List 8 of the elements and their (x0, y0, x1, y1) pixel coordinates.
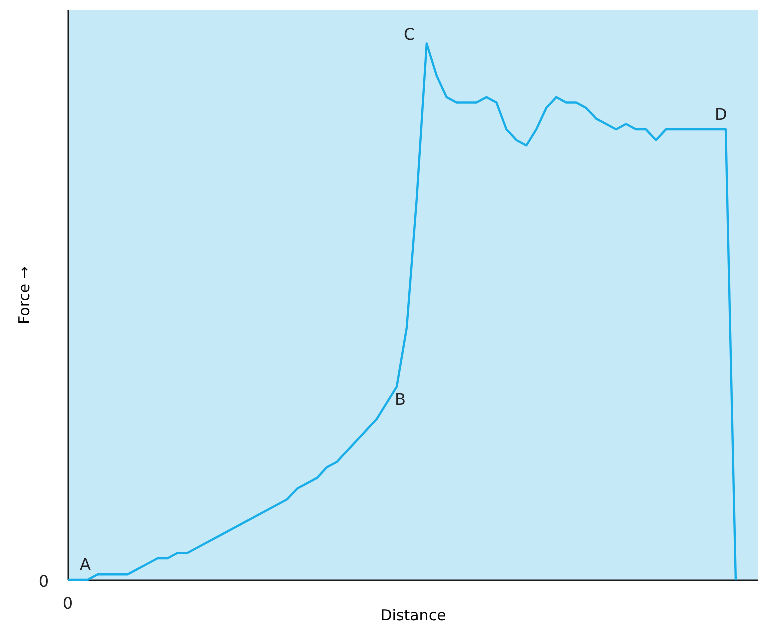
annotation: B (395, 390, 406, 409)
annotation: D (715, 105, 728, 124)
x-axis-title: Distance (380, 606, 446, 624)
annotation: A (80, 555, 91, 574)
text: 0 (62, 594, 74, 613)
annotation: C (404, 25, 416, 44)
text: 0 (38, 572, 50, 591)
y-axis-title: Force → (16, 266, 34, 324)
